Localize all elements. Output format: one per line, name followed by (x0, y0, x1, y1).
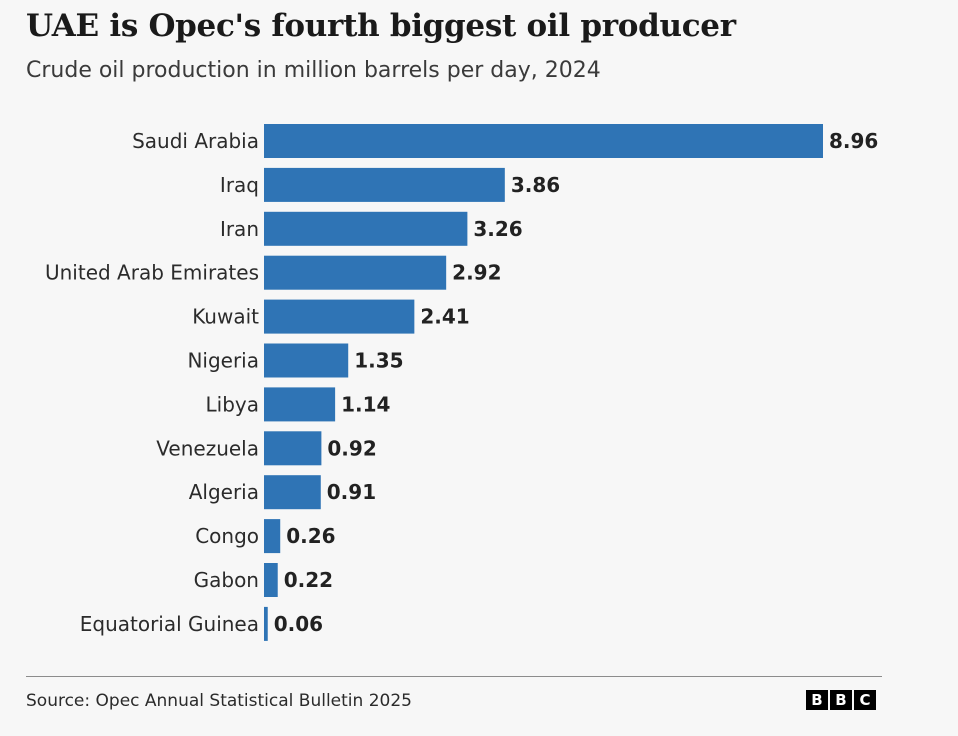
bbc-logo: B B C (806, 690, 876, 710)
category-label: Equatorial Guinea (80, 612, 259, 636)
bar (264, 606, 268, 641)
chart-title: UAE is Opec's fourth biggest oil produce… (26, 8, 736, 44)
value-label: 2.92 (452, 261, 501, 285)
category-label: Algeria (189, 480, 259, 504)
value-label: 3.26 (473, 217, 522, 241)
category-label: Libya (206, 392, 260, 416)
value-label: 0.91 (327, 480, 376, 504)
value-label: 1.35 (354, 349, 403, 373)
value-label: 0.92 (327, 436, 376, 460)
category-label: Iran (220, 217, 259, 241)
chart-subtitle: Crude oil production in million barrels … (26, 58, 601, 83)
bar (264, 255, 447, 290)
bar (264, 563, 278, 597)
bar (264, 519, 281, 554)
bbc-logo-letter-1: B (806, 690, 828, 710)
value-label: 8.96 (829, 129, 878, 153)
category-label: Saudi Arabia (132, 129, 259, 153)
bbc-logo-letter-3: C (854, 690, 876, 710)
category-label: Iraq (220, 173, 259, 197)
value-label: 3.86 (511, 173, 560, 197)
bar (264, 299, 415, 334)
category-label: Kuwait (192, 305, 259, 329)
bar (264, 211, 468, 246)
source-note: Source: Opec Annual Statistical Bulletin… (26, 691, 412, 711)
bbc-logo-letter-2: B (830, 690, 852, 710)
value-label: 0.06 (274, 612, 323, 636)
category-label: Venezuela (156, 436, 259, 460)
category-label: Nigeria (187, 349, 259, 373)
bar (264, 475, 321, 510)
bar (264, 343, 349, 378)
bar (264, 431, 322, 466)
bar-chart: Saudi Arabia 8.96 Iraq 3.86 Iran 3.26 United A… (45, 124, 878, 641)
category-label: Gabon (194, 568, 259, 592)
value-label: 1.14 (341, 392, 390, 416)
category-label: Congo (195, 524, 259, 548)
footer-divider (26, 676, 882, 677)
category-label: United Arab Emirates (45, 261, 259, 285)
bar (264, 124, 823, 158)
value-label: 0.22 (284, 568, 333, 592)
bar (264, 167, 505, 202)
value-label: 0.26 (286, 524, 335, 548)
value-label: 2.41 (420, 305, 469, 329)
bar (264, 387, 336, 422)
